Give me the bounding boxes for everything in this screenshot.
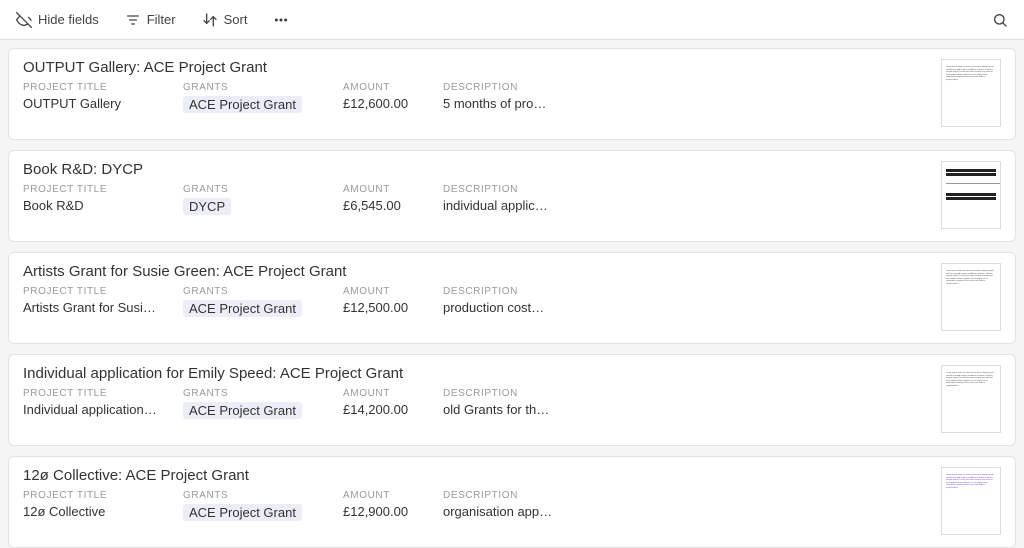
- field-value: individual applic…: [443, 198, 583, 213]
- field-value: 5 months of pro…: [443, 96, 583, 111]
- search-button[interactable]: [988, 8, 1012, 32]
- filter-icon: [125, 12, 141, 28]
- record-card[interactable]: Book R&D: DYCP PROJECT TITLE Book R&DGRANT…: [8, 150, 1016, 242]
- field-label: GRANTS: [183, 82, 343, 93]
- field-value: ACE Project Grant: [183, 504, 343, 521]
- field-value: old Grants for th…: [443, 402, 583, 417]
- field-label: PROJECT TITLE: [23, 184, 183, 195]
- field-label: PROJECT TITLE: [23, 286, 183, 297]
- field-label: PROJECT TITLE: [23, 82, 183, 93]
- filter-button[interactable]: Filter: [121, 8, 180, 32]
- field-value: ACE Project Grant: [183, 402, 343, 419]
- attachment-thumbnail[interactable]: Lorem ipsum dolor sit amet consectetur a…: [941, 365, 1001, 433]
- field-label: DESCRIPTION: [443, 82, 583, 93]
- field-value: £14,200.00: [343, 402, 443, 417]
- record-title: Artists Grant for Susie Green: ACE Proje…: [23, 263, 929, 280]
- field-value: £6,545.00: [343, 198, 443, 213]
- hide-fields-button[interactable]: Hide fields: [12, 8, 103, 32]
- record-card[interactable]: Individual application for Emily Speed: …: [8, 354, 1016, 446]
- record-title: Book R&D: DYCP: [23, 161, 929, 178]
- field-label: GRANTS: [183, 184, 343, 195]
- grant-tag: ACE Project Grant: [183, 96, 302, 113]
- grant-tag: DYCP: [183, 198, 231, 215]
- field-value: £12,500.00: [343, 300, 443, 315]
- field-value: Book R&D: [23, 198, 183, 213]
- filter-label: Filter: [147, 12, 176, 27]
- field-value: DYCP: [183, 198, 343, 215]
- ellipsis-icon: [273, 12, 289, 28]
- attachment-thumbnail[interactable]: Lorem ipsum dolor sit amet consectetur a…: [941, 59, 1001, 127]
- field-label: AMOUNT: [343, 490, 443, 501]
- hide-fields-label: Hide fields: [38, 12, 99, 27]
- records-list: OUTPUT Gallery: ACE Project Grant PROJECT…: [0, 40, 1024, 548]
- field-label: AMOUNT: [343, 82, 443, 93]
- field-value: organisation app…: [443, 504, 583, 519]
- field-label: DESCRIPTION: [443, 184, 583, 195]
- record-title: Individual application for Emily Speed: …: [23, 365, 929, 382]
- field-label: AMOUNT: [343, 388, 443, 399]
- field-value: £12,600.00: [343, 96, 443, 111]
- attachment-thumbnail[interactable]: ▬▬▬▬▬▬▬▬▬▬▬▬▬▬▬▬▬▬▬▬▬▬▬▬▬▬▬▬▬▬▬▬▬▬▬▬▬▬▬▬: [941, 161, 1001, 229]
- search-icon: [992, 12, 1008, 28]
- record-title: OUTPUT Gallery: ACE Project Grant: [23, 59, 929, 76]
- field-label: AMOUNT: [343, 184, 443, 195]
- field-label: DESCRIPTION: [443, 388, 583, 399]
- field-label: DESCRIPTION: [443, 490, 583, 501]
- field-value: ACE Project Grant: [183, 96, 343, 113]
- sort-icon: [202, 12, 218, 28]
- eye-off-icon: [16, 12, 32, 28]
- field-value: production cost…: [443, 300, 583, 315]
- grant-tag: ACE Project Grant: [183, 402, 302, 419]
- record-card[interactable]: OUTPUT Gallery: ACE Project Grant PROJECT…: [8, 48, 1016, 140]
- field-label: GRANTS: [183, 388, 343, 399]
- record-title: 12ø Collective: ACE Project Grant: [23, 467, 929, 484]
- field-value: Artists Grant for Susi…: [23, 300, 183, 315]
- field-value: OUTPUT Gallery: [23, 96, 183, 111]
- grant-tag: ACE Project Grant: [183, 504, 302, 521]
- attachment-thumbnail[interactable]: Lorem ipsum dolor sit amet consectetur a…: [941, 263, 1001, 331]
- field-label: DESCRIPTION: [443, 286, 583, 297]
- field-value: ACE Project Grant: [183, 300, 343, 317]
- field-label: GRANTS: [183, 286, 343, 297]
- more-button[interactable]: [269, 8, 293, 32]
- field-value: £12,900.00: [343, 504, 443, 519]
- field-value: 12ø Collective: [23, 504, 183, 519]
- sort-label: Sort: [224, 12, 248, 27]
- field-label: PROJECT TITLE: [23, 388, 183, 399]
- record-card[interactable]: Artists Grant for Susie Green: ACE Proje…: [8, 252, 1016, 344]
- field-value: Individual application…: [23, 402, 183, 417]
- field-label: GRANTS: [183, 490, 343, 501]
- field-label: AMOUNT: [343, 286, 443, 297]
- sort-button[interactable]: Sort: [198, 8, 252, 32]
- record-card[interactable]: 12ø Collective: ACE Project Grant PROJECT…: [8, 456, 1016, 548]
- attachment-thumbnail[interactable]: Lorem ipsum dolor sit amet consectetur a…: [941, 467, 1001, 535]
- toolbar: Hide fields Filter Sort: [0, 0, 1024, 40]
- field-label: PROJECT TITLE: [23, 490, 183, 501]
- grant-tag: ACE Project Grant: [183, 300, 302, 317]
